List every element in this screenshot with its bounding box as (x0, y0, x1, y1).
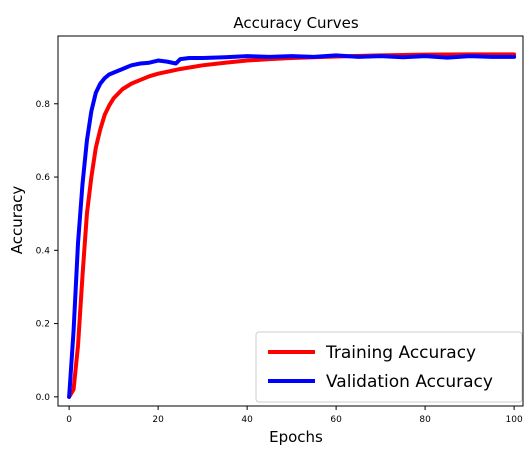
x-tick-label: 0 (66, 415, 72, 425)
chart-title: Accuracy Curves (233, 14, 359, 32)
y-tick-label: 0.2 (36, 320, 50, 330)
plot-frame (57, 35, 524, 407)
ticks-layer: 0 20 40 60 80 100 0.0 0.2 0.4 0.6 0.8 (36, 100, 523, 425)
y-tick-label: 0.0 (36, 393, 51, 403)
y-tick-label: 0.6 (36, 173, 51, 183)
series-layer (67, 52, 517, 399)
legend: Training Accuracy Validation Accuracy (255, 331, 523, 403)
x-tick-label: 100 (506, 415, 523, 425)
x-tick-label: 40 (241, 415, 253, 425)
y-tick-label: 0.8 (36, 100, 51, 110)
y-tick-label: 0.4 (36, 246, 51, 256)
legend-box (255, 331, 523, 403)
legend-label-training: Training Accuracy (325, 343, 476, 363)
legend-label-validation: Validation Accuracy (326, 372, 493, 392)
x-axis-title: Epochs (269, 428, 323, 446)
x-tick-label: 20 (152, 415, 164, 425)
validation-accuracy-line (67, 53, 517, 399)
y-axis-title: Accuracy (8, 186, 26, 255)
x-tick-label: 80 (419, 415, 431, 425)
x-tick-label: 60 (330, 415, 342, 425)
